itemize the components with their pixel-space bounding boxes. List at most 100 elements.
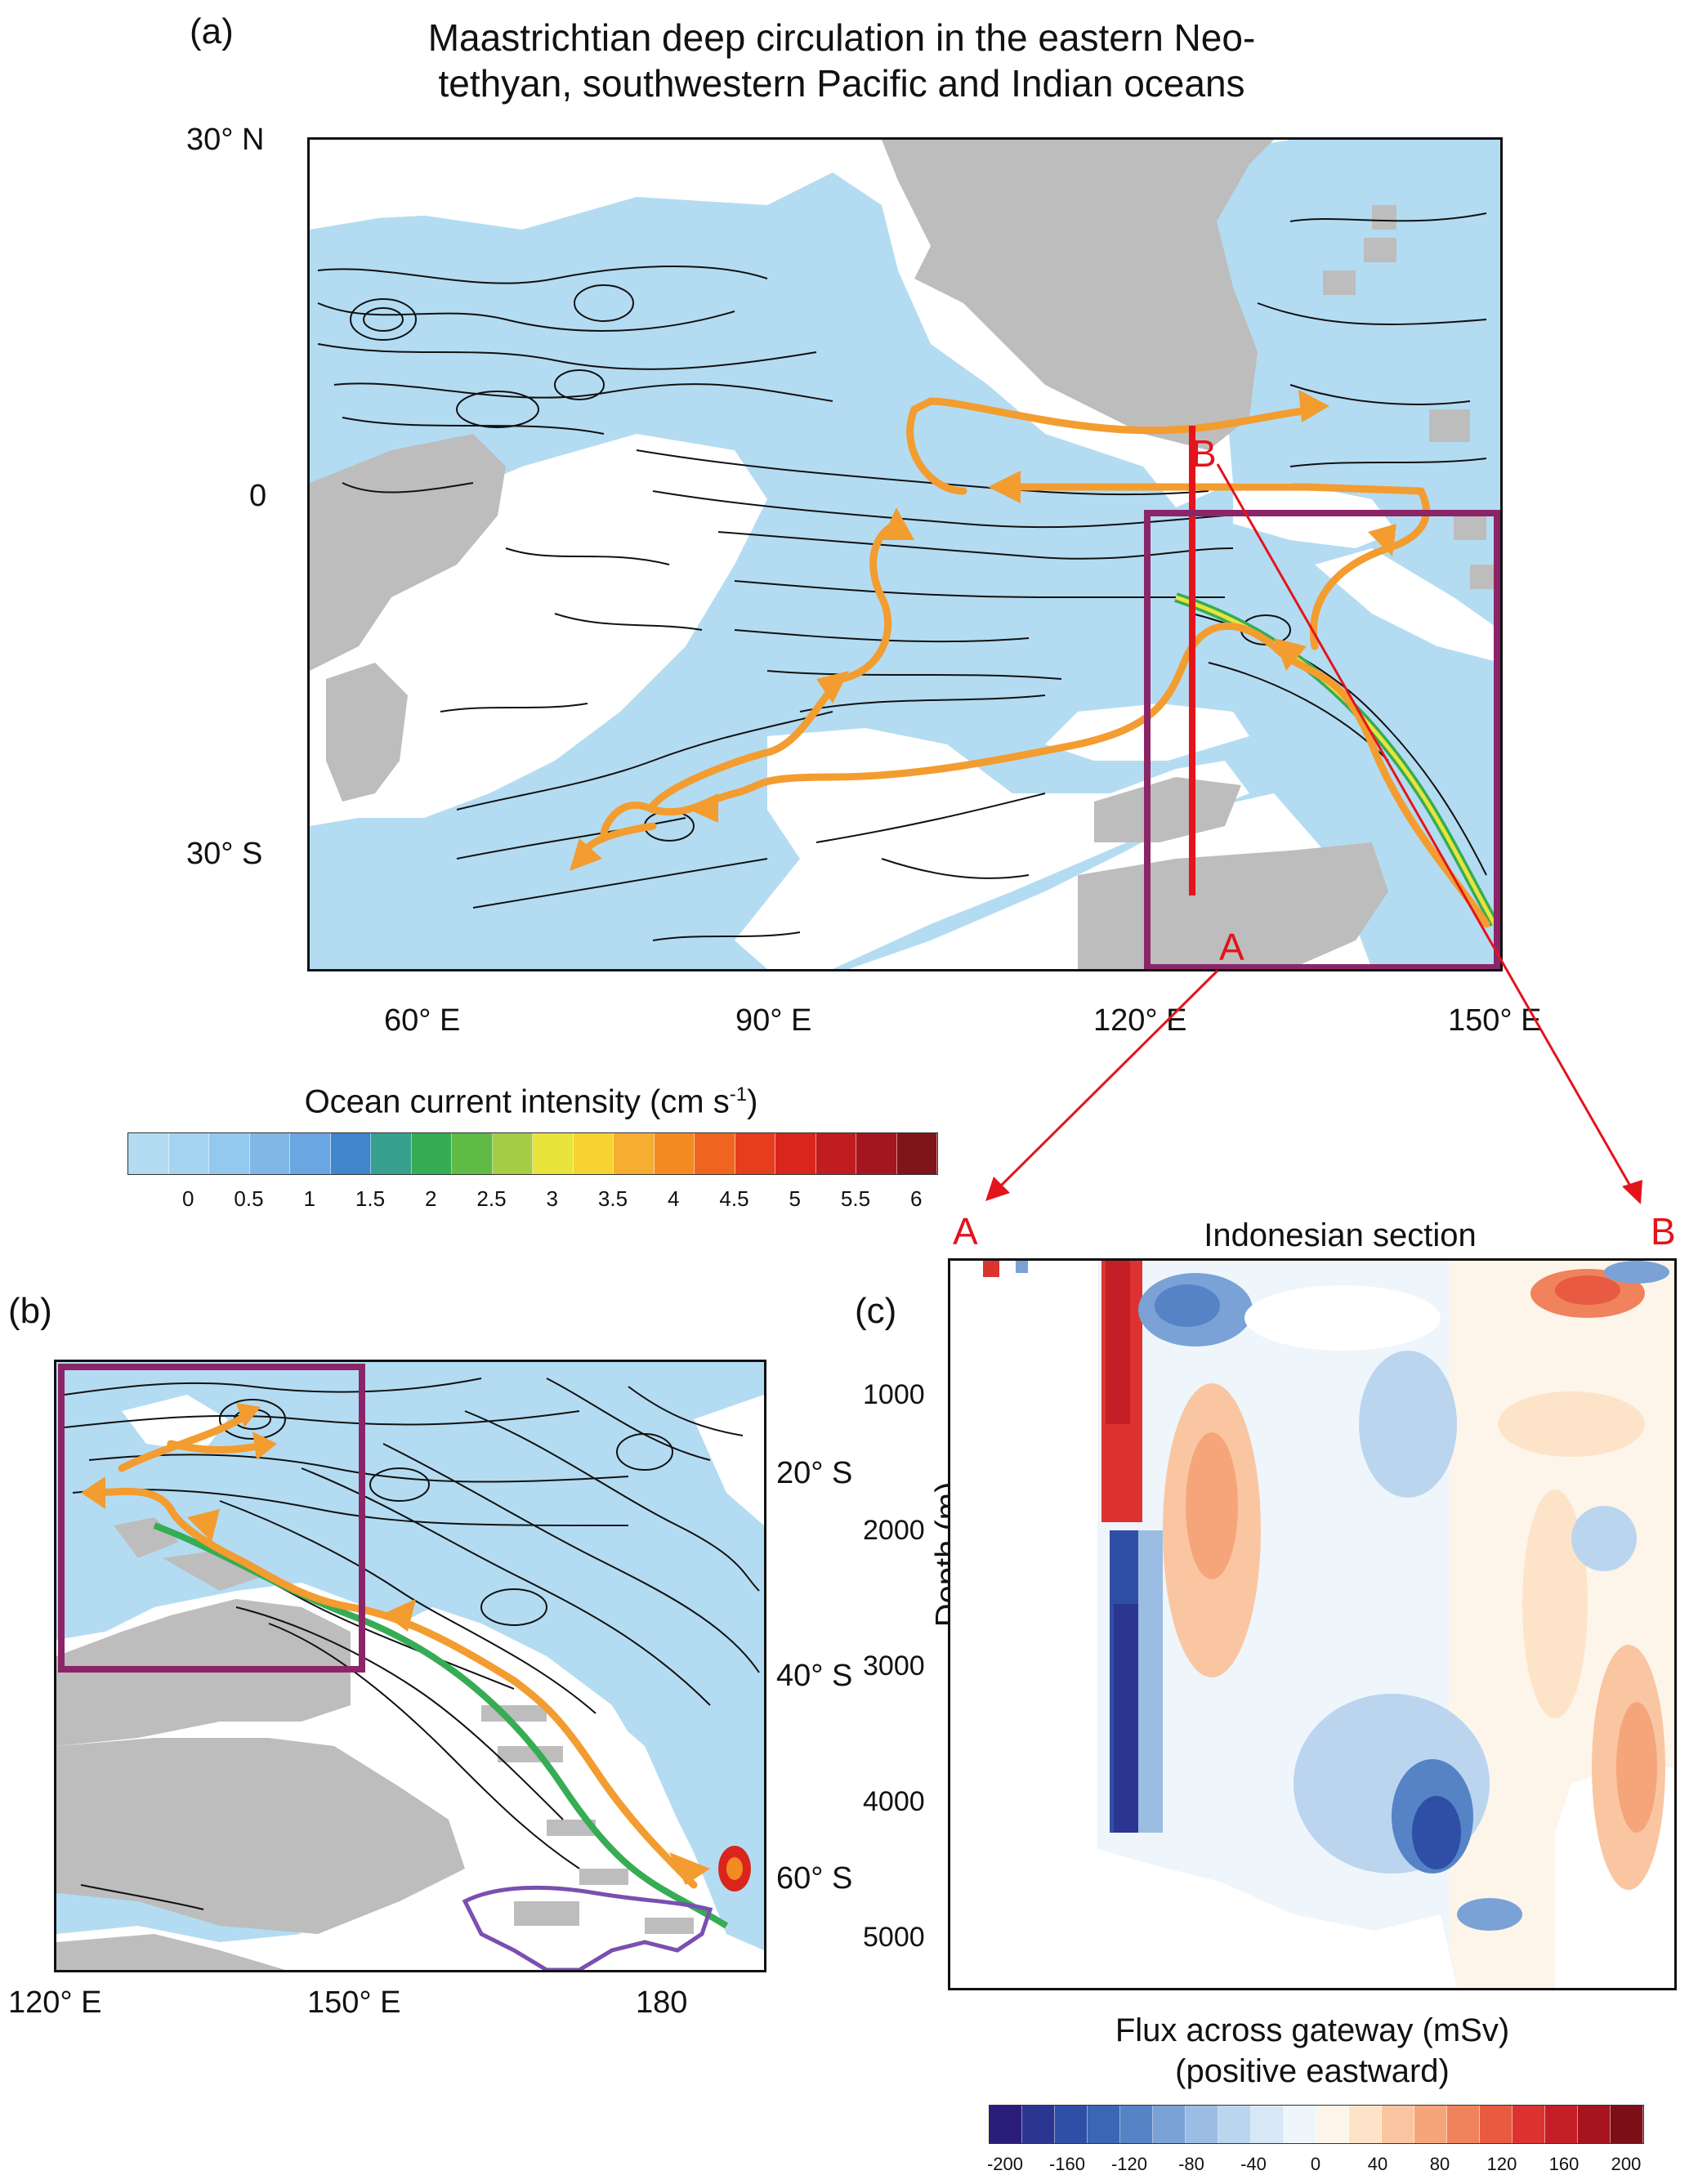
colorbar-tick-label: -120 xyxy=(1110,2154,1148,2174)
colorbar-swatch xyxy=(249,1133,290,1174)
panel-b-map-svg xyxy=(56,1362,764,1970)
b-lat-tick-40s: 40° S xyxy=(776,1659,853,1693)
panel-c-section-plot xyxy=(948,1258,1677,1990)
panel-c-label: (c) xyxy=(855,1291,897,1331)
lon-tick-90e: 90° E xyxy=(735,1003,812,1038)
colorbar-swatch xyxy=(1480,2106,1513,2143)
colorbar-swatch xyxy=(1578,2106,1611,2143)
colorbar-a-title-end: ) xyxy=(747,1083,758,1120)
colorbar-tick-label: 2.5 xyxy=(476,1186,507,1211)
colorbar-swatch xyxy=(492,1133,533,1174)
colorbar-swatch xyxy=(1251,2106,1284,2143)
colorbar-tick-label: 0 xyxy=(182,1186,194,1211)
b-lon-tick-180: 180 xyxy=(636,1985,688,2020)
colorbar-swatch xyxy=(452,1133,493,1174)
colorbar-tick-label: 200 xyxy=(1611,2154,1642,2174)
colorbar-tick-label: 4.5 xyxy=(719,1186,749,1211)
panel-c-title: Indonesian section xyxy=(1204,1217,1477,1253)
colorbar-a-title: Ocean current intensity (cm s-1) xyxy=(123,1083,940,1120)
colorbar-swatch xyxy=(1545,2106,1578,2143)
colorbar-tick-label: 1 xyxy=(303,1186,315,1211)
colorbar-a xyxy=(127,1132,938,1175)
c-ytick-5000: 5000 xyxy=(863,1922,925,1953)
colorbar-tick-label: -200 xyxy=(986,2154,1024,2174)
colorbar-tick-label: 80 xyxy=(1429,2154,1450,2174)
colorbar-swatch xyxy=(1055,2106,1088,2143)
colorbar-a-ticks: 0 0.5 1 1.5 2 2.5 3 3.5 4 4.5 5 5.5 6 xyxy=(127,1186,936,1214)
c-ytick-3000: 3000 xyxy=(863,1650,925,1682)
colorbar-swatch xyxy=(533,1133,574,1174)
colorbar-swatch xyxy=(695,1133,735,1174)
panel-a-map-svg xyxy=(310,140,1500,969)
panel-c-left-end: A xyxy=(953,1210,978,1253)
panel-b-map xyxy=(54,1360,766,1972)
colorbar-swatch xyxy=(1447,2106,1480,2143)
c-ytick-2000: 2000 xyxy=(863,1515,925,1546)
b-lat-tick-20s: 20° S xyxy=(776,1456,853,1490)
c-ytick-4000: 4000 xyxy=(863,1786,925,1817)
colorbar-c xyxy=(989,2105,1644,2144)
lon-tick-120e: 120° E xyxy=(1093,1003,1187,1038)
panel-a-label: (a) xyxy=(190,11,234,51)
panel-b-label: (b) xyxy=(8,1291,52,1331)
streamlines xyxy=(317,212,1487,941)
colorbar-tick-label: 0.5 xyxy=(234,1186,264,1211)
lon-tick-60e: 60° E xyxy=(384,1003,461,1038)
colorbar-a-title-sup: -1 xyxy=(729,1083,748,1105)
panel-c-xlabel: Flux across gateway (mSv) (positive east… xyxy=(948,2010,1677,2092)
panel-a-title: Maastrichtian deep circulation in the ea… xyxy=(294,15,1389,106)
colorbar-swatch xyxy=(1316,2106,1349,2143)
colorbar-swatch xyxy=(856,1133,897,1174)
colorbar-tick-label: 4 xyxy=(668,1186,680,1211)
colorbar-tick-label: 3.5 xyxy=(597,1186,628,1211)
b-lon-tick-150e: 150° E xyxy=(307,1985,401,2020)
colorbar-swatch xyxy=(775,1133,816,1174)
colorbar-swatch xyxy=(1513,2106,1545,2143)
colorbar-swatch xyxy=(573,1133,614,1174)
colorbar-swatch xyxy=(1611,2106,1643,2143)
colorbar-tick-label: 120 xyxy=(1486,2154,1517,2174)
colorbar-tick-label: -40 xyxy=(1240,2154,1267,2174)
panel-c-xlabel-line1: Flux across gateway (mSv) xyxy=(1115,2012,1510,2048)
colorbar-swatch xyxy=(1153,2106,1186,2143)
colorbar-tick-label: -80 xyxy=(1178,2154,1204,2174)
lat-tick-0: 0 xyxy=(249,479,267,513)
colorbar-tick-label: 6 xyxy=(910,1186,923,1211)
colorbar-swatch xyxy=(614,1133,655,1174)
section-label-a-bottom: A xyxy=(1219,926,1244,968)
b-lon-tick-120e: 120° E xyxy=(8,1985,102,2020)
colorbar-swatch xyxy=(1349,2106,1382,2143)
lat-tick-30s: 30° S xyxy=(186,837,263,871)
colorbar-swatch xyxy=(1120,2106,1153,2143)
lat-tick-30n: 30° N xyxy=(186,123,265,157)
panel-a-map xyxy=(307,137,1503,971)
streamlines-b xyxy=(64,1378,760,1910)
colorbar-tick-label: 2 xyxy=(425,1186,437,1211)
panel-a-title-line2: tethyan, southwestern Pacific and Indian… xyxy=(438,62,1245,105)
colorbar-swatch xyxy=(371,1133,412,1174)
colorbar-tick-label: 160 xyxy=(1548,2154,1580,2174)
colorbar-swatch xyxy=(654,1133,695,1174)
colorbar-swatch xyxy=(1414,2106,1447,2143)
colorbar-tick-label: 0 xyxy=(1310,2154,1321,2174)
colorbar-tick-label: 5 xyxy=(789,1186,801,1211)
colorbar-swatch xyxy=(330,1133,371,1174)
colorbar-swatch xyxy=(209,1133,250,1174)
panel-b-highlight-box xyxy=(58,1364,365,1673)
colorbar-tick-label: 1.5 xyxy=(355,1186,386,1211)
b-lat-tick-60s: 60° S xyxy=(776,1861,853,1896)
section-label-b-top: B xyxy=(1191,432,1217,475)
lon-tick-150e: 150° E xyxy=(1448,1003,1542,1038)
colorbar-swatch xyxy=(815,1133,856,1174)
colorbar-swatch xyxy=(1022,2106,1055,2143)
panel-c-section-svg xyxy=(950,1261,1674,1988)
colorbar-swatch xyxy=(128,1133,169,1174)
panel-a-title-line1: Maastrichtian deep circulation in the ea… xyxy=(427,16,1256,59)
colorbar-c-ticks: -200 -160 -120 -80 -40 0 40 80 120 160 200 xyxy=(987,2154,1642,2178)
colorbar-swatch xyxy=(1218,2106,1251,2143)
purple-contour xyxy=(462,1885,713,1970)
schematic-current-arrowheads-b xyxy=(81,1403,710,1885)
colorbar-a-title-text: Ocean current intensity (cm s xyxy=(304,1083,730,1120)
colorbar-tick-label: 40 xyxy=(1367,2154,1388,2174)
colorbar-swatch xyxy=(168,1133,209,1174)
